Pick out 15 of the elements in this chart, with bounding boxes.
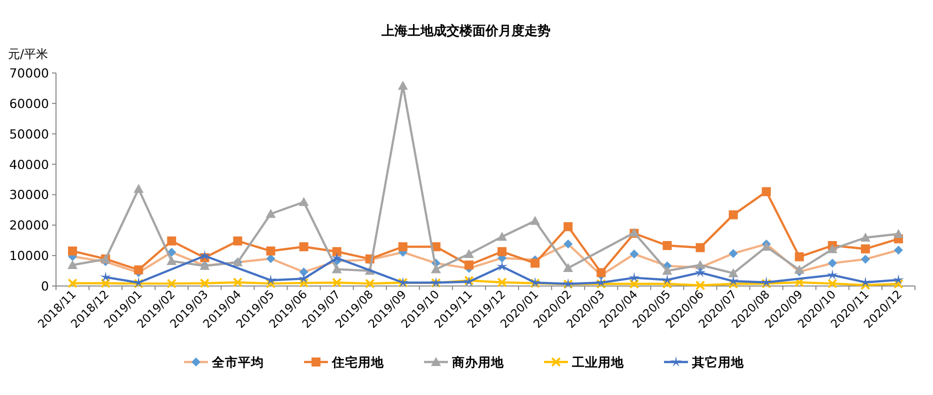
y-tick-label: 0 [41, 278, 50, 294]
y-tick-label: 20000 [9, 218, 50, 233]
legend-label: 工业用地 [571, 354, 625, 370]
legend-label: 商办用地 [451, 354, 505, 370]
legend-label: 其它用地 [691, 354, 745, 370]
legend-label: 住宅用地 [331, 354, 385, 370]
y-tick-label: 60000 [9, 96, 50, 111]
legend-label: 全市平均 [211, 354, 264, 370]
y-tick-label: 10000 [9, 248, 50, 264]
y-tick-label: 70000 [9, 66, 50, 80]
chart-title: 上海土地成交楼面价月度走势 [380, 23, 550, 39]
y-tick-label: 40000 [9, 156, 50, 172]
y-tick-label: 30000 [9, 187, 50, 202]
y-axis-title: 元/平米 [8, 47, 48, 61]
y-tick-label: 50000 [9, 126, 50, 142]
